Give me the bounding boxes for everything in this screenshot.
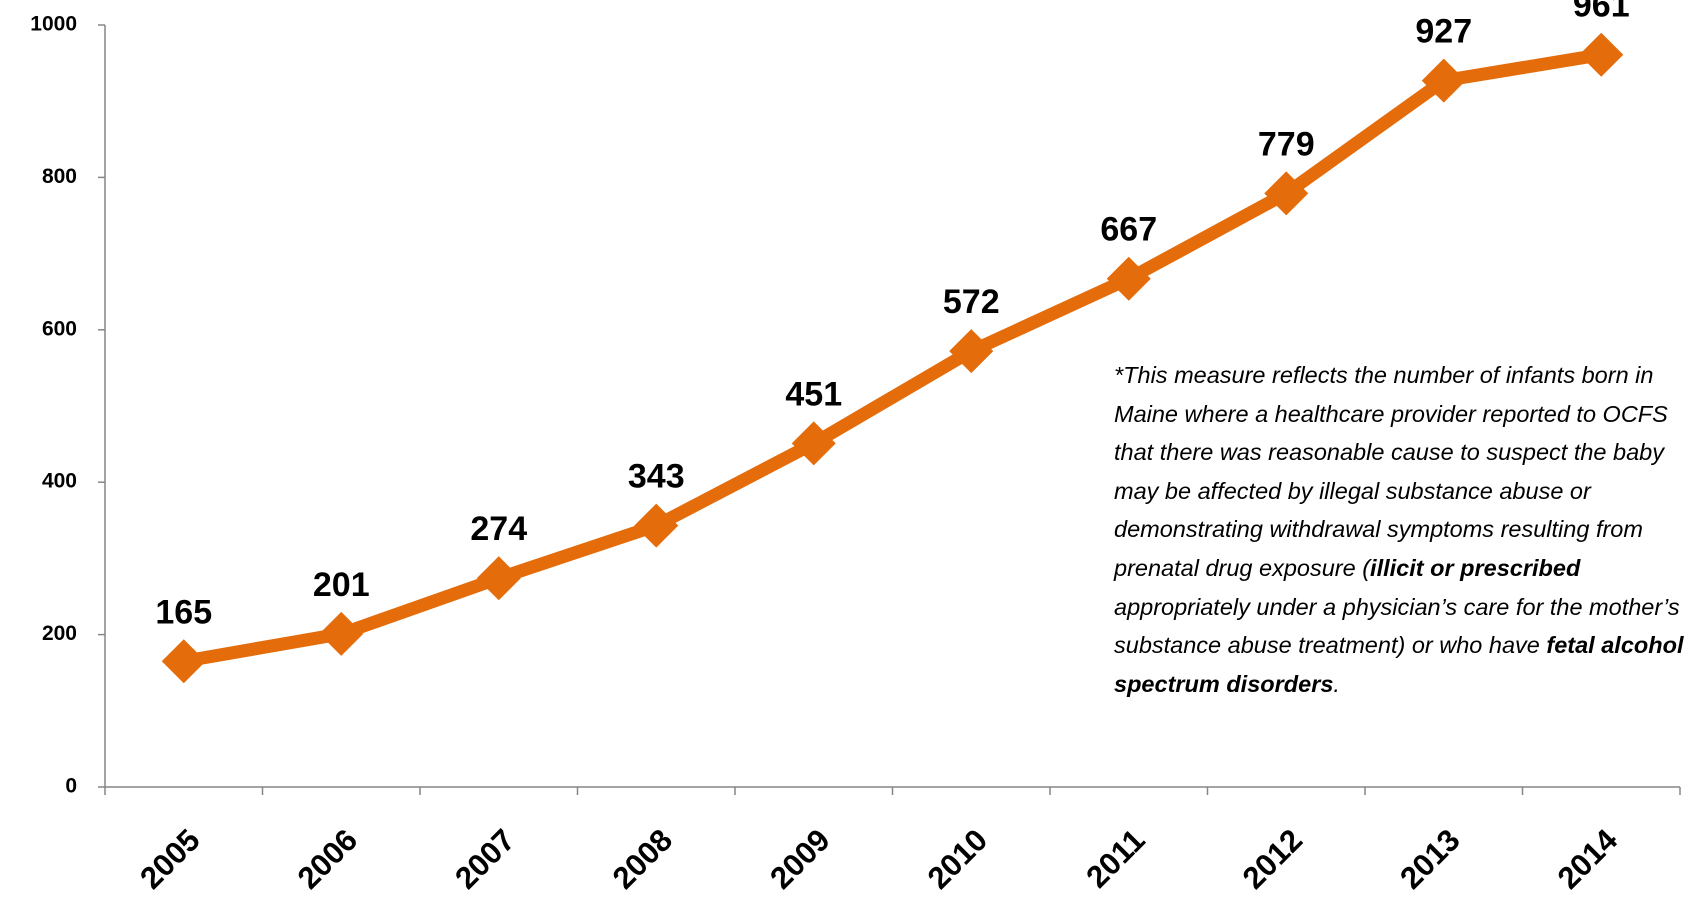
marker [1264, 171, 1309, 216]
y-tick-label: 800 [42, 165, 77, 188]
x-tick-label: 2012 [1236, 822, 1310, 896]
data-label: 572 [943, 283, 1000, 321]
y-tick-label: 200 [42, 622, 77, 645]
x-tick-label: 2005 [133, 822, 207, 896]
marker [319, 611, 364, 656]
marker [476, 556, 521, 601]
x-tick-label: 2006 [291, 822, 365, 896]
x-tick-label: 2009 [763, 822, 837, 896]
data-label: 451 [785, 375, 842, 413]
marker [161, 639, 206, 684]
y-tick-label: 400 [42, 470, 77, 493]
x-tick-label: 2008 [606, 822, 680, 896]
y-tick-label: 1000 [30, 13, 77, 36]
annotation-part: fetal alcohol spectrum disorders [1114, 632, 1684, 697]
x-tick-label: 2014 [1551, 822, 1625, 896]
annotation-part: illicit or prescribed [1370, 554, 1581, 581]
annotation-part: appropriately under a physician’s care f… [1114, 593, 1680, 659]
x-tick-label: 2010 [921, 822, 995, 896]
marker [1106, 256, 1151, 301]
marker [791, 421, 836, 466]
data-label: 667 [1100, 211, 1157, 249]
marker [634, 503, 679, 548]
data-label: 961 [1573, 0, 1630, 25]
data-label: 274 [470, 510, 527, 548]
data-label: 343 [628, 458, 685, 496]
marker [1579, 32, 1624, 77]
y-tick-label: 0 [65, 775, 77, 798]
x-tick-label: 2007 [448, 822, 522, 896]
data-label: 165 [155, 593, 212, 631]
line [182, 48, 1603, 668]
data-label: 927 [1415, 13, 1472, 51]
data-label: 201 [313, 566, 370, 604]
annotation-part: *This measure reflects the number of inf… [1114, 362, 1668, 581]
x-tick-label: 2011 [1079, 822, 1151, 894]
y-tick-label: 600 [42, 317, 77, 340]
marker [1421, 58, 1466, 103]
annotation-part: . [1333, 670, 1340, 697]
data-label: 779 [1258, 125, 1315, 163]
marker [949, 329, 994, 374]
x-tick-label: 2013 [1393, 822, 1467, 896]
annotation: *This measure reflects the number of inf… [1114, 356, 1694, 703]
